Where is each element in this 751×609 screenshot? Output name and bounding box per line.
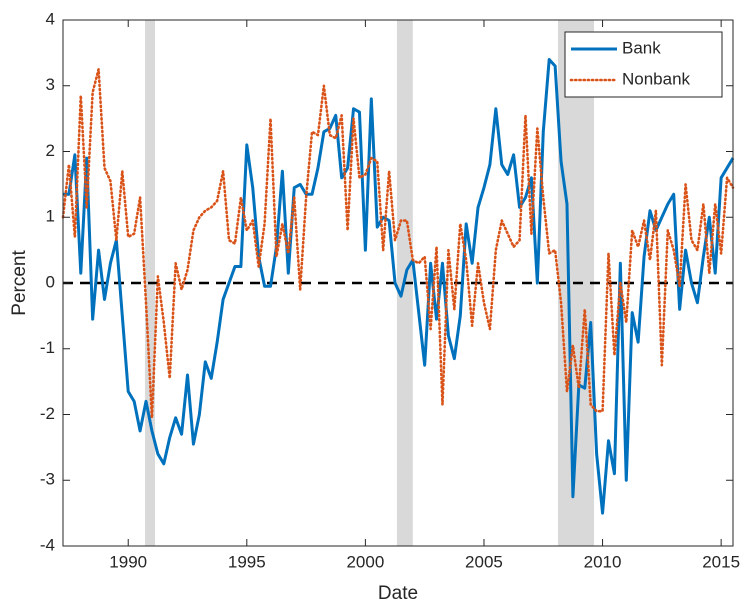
legend: Bank Nonbank	[564, 31, 723, 98]
x-tick-label: 2005	[465, 552, 503, 571]
x-axis-label: Date	[378, 583, 418, 604]
y-tick-label: 0	[46, 272, 55, 291]
y-tick-label: 3	[46, 75, 55, 94]
y-tick-label: 4	[46, 9, 55, 28]
y-tick-label: -3	[40, 470, 55, 489]
x-tick-label: 1990	[109, 552, 147, 571]
legend-label: Bank	[622, 38, 661, 57]
y-tick-label: -1	[40, 338, 55, 357]
x-tick-label: 2015	[702, 552, 740, 571]
y-tick-label: -2	[40, 404, 55, 423]
legend-label: Nonbank	[622, 69, 691, 88]
x-tick-label: 2000	[346, 552, 384, 571]
y-tick-label: 1	[46, 207, 55, 226]
series-line	[61, 68, 735, 420]
y-tick-label: 2	[46, 141, 55, 160]
legend-box	[564, 31, 723, 98]
y-tick-label: -4	[40, 535, 55, 554]
series-line	[63, 57, 735, 515]
x-tick-label: 2010	[584, 552, 622, 571]
y-axis-label: Percent	[9, 250, 30, 316]
x-tick-label: 1995	[228, 552, 266, 571]
